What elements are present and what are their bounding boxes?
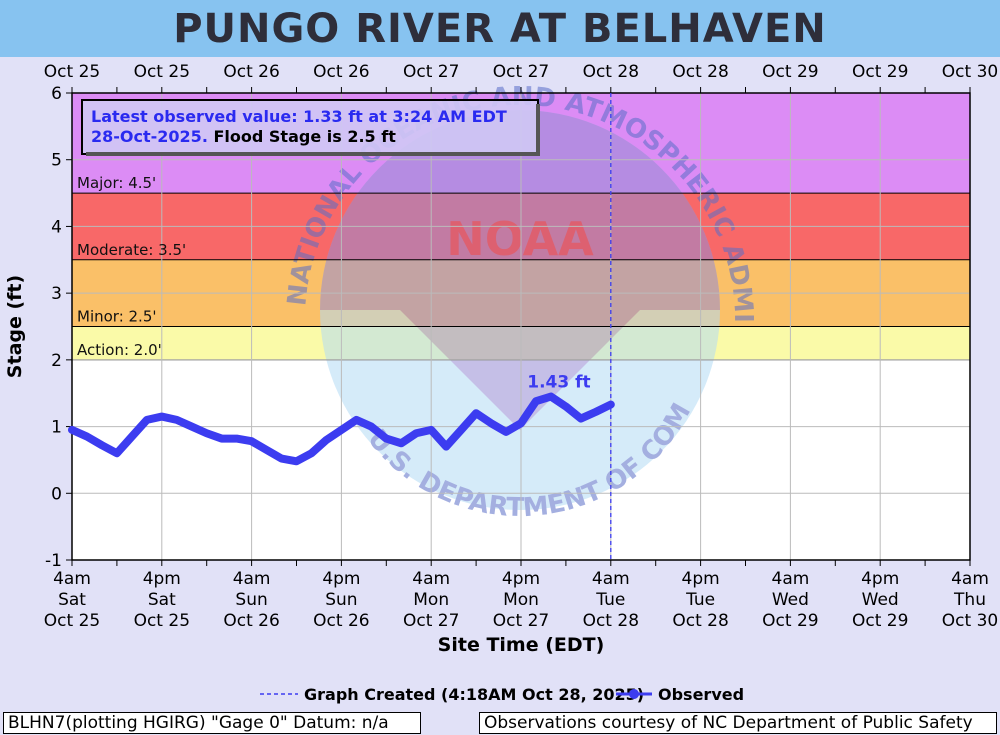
stage-label: Major: 4.5': [77, 174, 156, 192]
x-tick-label: Oct 26: [223, 611, 279, 631]
legend-observed-label: Observed: [658, 685, 744, 704]
x-tick-label: Wed: [862, 590, 899, 610]
x-tick-label: Mon: [413, 590, 449, 610]
x-tick-label: 4am: [772, 569, 810, 589]
x-tick-label: Wed: [772, 590, 809, 610]
stage-label: Minor: 2.5': [77, 308, 157, 326]
x-tick-label: Sat: [58, 590, 86, 610]
stage-label: Action: 2.0': [77, 341, 162, 359]
y-tick-label: -1: [45, 551, 62, 571]
top-axis-label: Oct 30: [942, 62, 998, 82]
x-tick-label: Oct 27: [493, 611, 549, 631]
latest-box-shadow: [536, 104, 540, 156]
x-tick-label: Oct 28: [583, 611, 639, 631]
y-tick-label: 1: [51, 418, 62, 438]
y-axis-title: Stage (ft): [4, 275, 26, 378]
top-axis-label: Oct 29: [762, 62, 818, 82]
latest-observed-date: 28-Oct-2025.: [91, 127, 213, 146]
x-tick-label: 4pm: [682, 569, 720, 589]
x-tick-label: Mon: [503, 590, 539, 610]
observed-series-line: [68, 392, 615, 466]
x-tick-label: Tue: [685, 590, 715, 610]
plot-border: [71, 92, 971, 561]
x-tick-label: 4am: [592, 569, 630, 589]
y-tick-label: 0: [51, 484, 62, 504]
x-tick-label: Tue: [595, 590, 625, 610]
x-tick-label: 4pm: [861, 569, 899, 589]
x-tick-label: Oct 25: [44, 611, 100, 631]
latest-observed-line1: Latest observed value: 1.33 ft at 3:24 A…: [91, 107, 507, 126]
gage-datum-note: BLHN7(plotting HGIRG) "Gage 0" Datum: n/…: [3, 712, 421, 734]
stage-label: Moderate: 3.5': [77, 241, 186, 259]
top-axis-label: Oct 28: [672, 62, 728, 82]
data-source-note: Observations courtesy of NC Department o…: [479, 712, 997, 734]
x-tick-label: Oct 25: [134, 611, 190, 631]
latest-observed-line2: 28-Oct-2025. Flood Stage is 2.5 ft: [91, 127, 396, 146]
watermark-disc: [320, 110, 720, 510]
top-axis-label: Oct 26: [223, 62, 279, 82]
x-tick-label: 4am: [951, 569, 989, 589]
top-axis-label: Oct 25: [134, 62, 190, 82]
y-tick-label: 3: [51, 284, 62, 304]
x-axis-title: Site Time (EDT): [438, 634, 605, 656]
flood-stage-text: Flood Stage is 2.5 ft: [213, 127, 396, 146]
x-tick-label: Oct 26: [313, 611, 369, 631]
x-tick-label: Oct 29: [852, 611, 908, 631]
x-tick-label: 4pm: [322, 569, 360, 589]
top-axis-label: Oct 27: [403, 62, 459, 82]
legend-observed-marker: [629, 689, 639, 699]
x-tick-label: Sat: [148, 590, 176, 610]
x-tick-label: Oct 27: [403, 611, 459, 631]
top-axis-label: Oct 27: [493, 62, 549, 82]
hydrograph-chart: NATIONAL OCEANIC AND ATMOSPHERIC ADMINIS…: [0, 0, 998, 704]
latest-box-shadow: [86, 152, 540, 156]
top-axis-label: Oct 29: [852, 62, 908, 82]
x-tick-label: Thu: [953, 590, 986, 610]
y-tick-label: 6: [51, 84, 62, 104]
y-tick-label: 2: [51, 351, 62, 371]
top-axis-label: Oct 28: [583, 62, 639, 82]
x-tick-label: 4am: [53, 569, 91, 589]
x-tick-label: Oct 28: [672, 611, 728, 631]
x-tick-label: 4am: [233, 569, 271, 589]
watermark-bird: [320, 110, 720, 430]
x-tick-label: Sun: [235, 590, 267, 610]
y-tick-label: 4: [51, 217, 62, 237]
y-tick-label: 5: [51, 151, 62, 171]
top-axis-label: Oct 26: [313, 62, 369, 82]
watermark-noaa-text: NOAA: [446, 212, 594, 266]
x-tick-label: Oct 30: [942, 611, 998, 631]
x-tick-label: Sun: [325, 590, 357, 610]
peak-value-label: 1.43 ft: [527, 373, 590, 393]
x-tick-label: 4pm: [502, 569, 540, 589]
legend-graph-created-label: Graph Created (4:18AM Oct 28, 2025): [304, 685, 644, 704]
title-bar: PUNGO RIVER AT BELHAVEN: [0, 0, 1000, 57]
top-axis-label: Oct 25: [44, 62, 100, 82]
chart-title: PUNGO RIVER AT BELHAVEN: [173, 5, 827, 52]
x-tick-label: Oct 29: [762, 611, 818, 631]
x-tick-label: 4pm: [143, 569, 181, 589]
x-tick-label: 4am: [412, 569, 450, 589]
